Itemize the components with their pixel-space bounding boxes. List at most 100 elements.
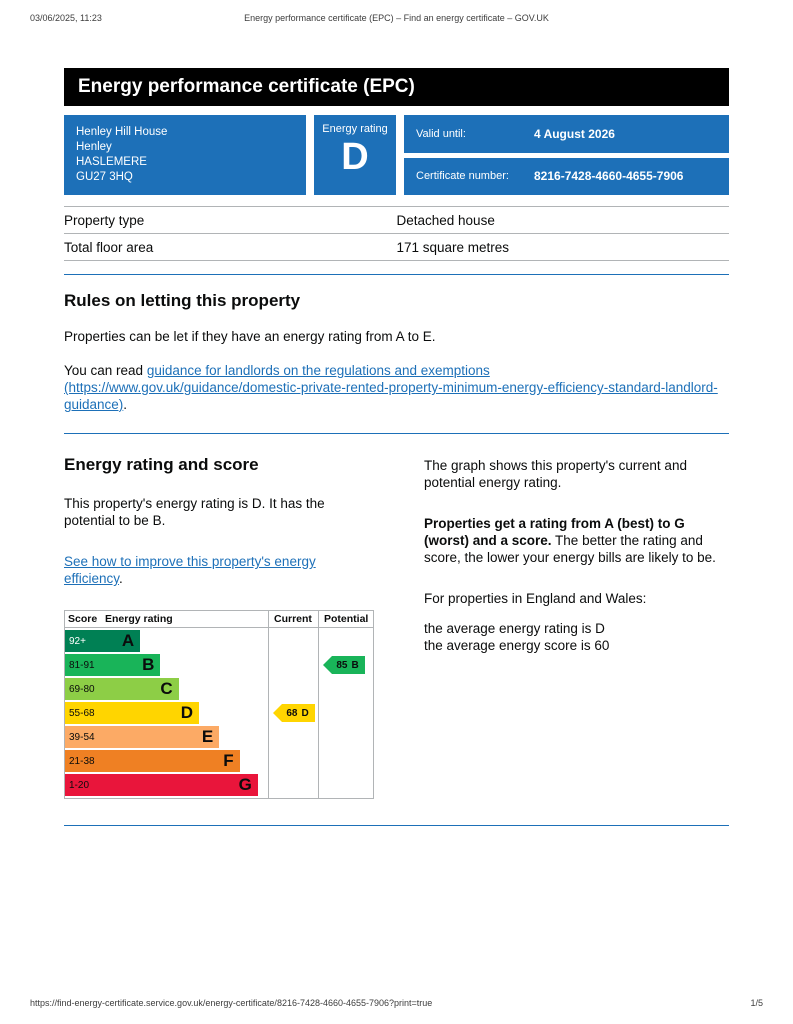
floor-area-value: 171 square metres (396, 233, 729, 261)
epc-chart: Score Energy rating 92+ A 81-91 B 69-80 C 55-6… (64, 610, 374, 799)
epc-band-row-f: 21-38 F (65, 750, 268, 772)
valid-until-label: Valid until: (416, 127, 466, 140)
footer-page-number: 1/5 (750, 998, 763, 1008)
certificate-number-value: 8216-7428-4660-4655-7906 (534, 169, 684, 184)
rating-right-column: The graph shows this property's current … (424, 455, 729, 799)
valid-until-value: 4 August 2026 (534, 126, 615, 141)
letting-rules-intro: Properties can be let if they have an en… (64, 329, 436, 344)
print-datetime: 03/06/2025, 11:23 (30, 13, 102, 23)
epc-potential-marker: 85 B (323, 656, 365, 674)
improve-paragraph: See how to improve this property's energ… (64, 553, 374, 587)
chart-rating-header: Energy rating (105, 613, 173, 625)
band-letter: B (142, 655, 155, 674)
epc-current-body: 68 D (269, 628, 318, 798)
band-score-range: 69-80 (69, 683, 95, 695)
epc-band-row-c: 69-80 C (65, 678, 268, 700)
band-letter: C (160, 679, 173, 698)
address-line: HASLEMERE (76, 156, 147, 168)
england-wales-line: For properties in England and Wales: (424, 591, 647, 606)
band-score-range: 21-38 (69, 755, 95, 767)
address-line: Henley (76, 141, 112, 153)
certificate-number-label: Certificate number: (416, 170, 509, 183)
band-letter: F (223, 751, 234, 770)
epc-band-b: 81-91 B (65, 654, 161, 676)
landlord-guidance-link[interactable]: guidance for landlords on the regulation… (64, 363, 718, 412)
epc-bands: 92+ A 81-91 B 69-80 C 55-68 D 39-54 E 21-38 F 1-20 G (65, 628, 268, 798)
energy-rating-value: D (341, 136, 369, 178)
rating-explanation-rest: The better the rating and score, the low… (424, 533, 716, 565)
guidance-prefix: You can read (64, 363, 147, 378)
energy-rating-label: Energy rating (322, 123, 388, 135)
footer-url: https://find-energy-certificate.service.… (30, 998, 433, 1008)
table-row: Total floor area 171 square metres (64, 233, 729, 261)
epc-current-column: Current 68 D (268, 611, 318, 798)
band-score-range: 55-68 (69, 707, 95, 719)
property-type-label: Property type (64, 206, 397, 234)
band-score-range: 1-20 (69, 779, 90, 791)
improve-efficiency-link[interactable]: See how to improve this property's energ… (64, 554, 316, 586)
average-score-line: the average energy score is 60 (424, 638, 610, 653)
epc-band-row-b: 81-91 B (65, 654, 268, 676)
chart-potential-header: Potential (319, 611, 373, 628)
property-address: Henley Hill House Henley HASLEMERE GU27 … (64, 115, 306, 195)
epc-band-g: 1-20 G (65, 774, 258, 796)
rating-explanation: Properties get a rating from A (best) to… (424, 515, 729, 566)
band-score-range: 39-54 (69, 731, 95, 743)
print-header: 03/06/2025, 11:23 Energy performance cer… (0, 13, 793, 23)
improve-suffix: . (119, 571, 123, 586)
band-letter: G (238, 775, 252, 794)
epc-band-row-d: 55-68 D (65, 702, 268, 724)
address-line: GU27 3HQ (76, 171, 133, 183)
epc-band-d: 55-68 D (65, 702, 199, 724)
average-values: the average energy rating is D the avera… (424, 620, 729, 654)
graph-caption: The graph shows this property's current … (424, 458, 687, 490)
validity-stack: Valid until: 4 August 2026 Certificate n… (404, 115, 729, 195)
certificate-content: Energy performance certificate (EPC) Hen… (64, 68, 729, 826)
print-footer: https://find-energy-certificate.service.… (30, 998, 763, 1008)
epc-band-f: 21-38 F (65, 750, 240, 772)
band-score-range: 92+ (69, 635, 86, 647)
epc-current-marker: 68 D (273, 704, 315, 722)
page-title: Energy performance certificate (EPC) (78, 76, 415, 97)
rating-score-heading: Energy rating and score (64, 455, 259, 474)
section-divider (64, 274, 729, 275)
address-line: Henley Hill House (76, 126, 168, 138)
epc-band-row-g: 1-20 G (65, 774, 268, 796)
epc-band-e: 39-54 E (65, 726, 220, 748)
rating-explanation-bold: Properties get a rating from A (best) to… (424, 516, 685, 548)
rating-section: Energy rating and score This property's … (64, 455, 729, 799)
property-type-value: Detached house (396, 206, 729, 234)
print-page-title: Energy performance certificate (EPC) – F… (244, 13, 549, 23)
epc-potential-body: 85 B (319, 628, 373, 798)
epc-band-c: 69-80 C (65, 678, 179, 700)
chart-score-header: Score (68, 613, 98, 625)
epc-potential-column: Potential 85 B (318, 611, 373, 798)
floor-area-label: Total floor area (64, 233, 397, 261)
valid-until-box: Valid until: 4 August 2026 (404, 115, 729, 153)
property-details-table: Property type Detached house Total floor… (64, 206, 729, 261)
guidance-suffix: . (123, 397, 128, 412)
marker-score: 68 (286, 707, 298, 719)
epc-band-a: 92+ A (65, 630, 141, 652)
table-row: Property type Detached house (64, 206, 729, 234)
marker-letter: B (351, 659, 359, 671)
band-score-range: 81-91 (69, 659, 95, 671)
rating-intro: This property's energy rating is D. It h… (64, 496, 325, 528)
epc-band-row-a: 92+ A (65, 630, 268, 652)
letting-rules-heading: Rules on letting this property (64, 291, 301, 310)
certificate-banner: Energy performance certificate (EPC) (64, 68, 729, 106)
section-divider (64, 825, 729, 826)
marker-score: 85 (336, 659, 348, 671)
energy-rating-box: Energy rating D (314, 115, 396, 195)
band-letter: D (180, 703, 193, 722)
epc-band-row-e: 39-54 E (65, 726, 268, 748)
epc-bands-column: Score Energy rating 92+ A 81-91 B 69-80 C 55-6… (65, 611, 268, 798)
section-divider (64, 433, 729, 434)
chart-current-header: Current (269, 611, 318, 628)
letting-rules-section: Rules on letting this property Propertie… (64, 291, 729, 413)
certificate-number-box: Certificate number: 8216-7428-4660-4655-… (404, 157, 729, 195)
band-letter: A (121, 631, 135, 650)
rating-left-column: Energy rating and score This property's … (64, 455, 374, 799)
epc-chart-header: Score Energy rating (65, 611, 268, 628)
marker-letter: D (301, 707, 309, 719)
